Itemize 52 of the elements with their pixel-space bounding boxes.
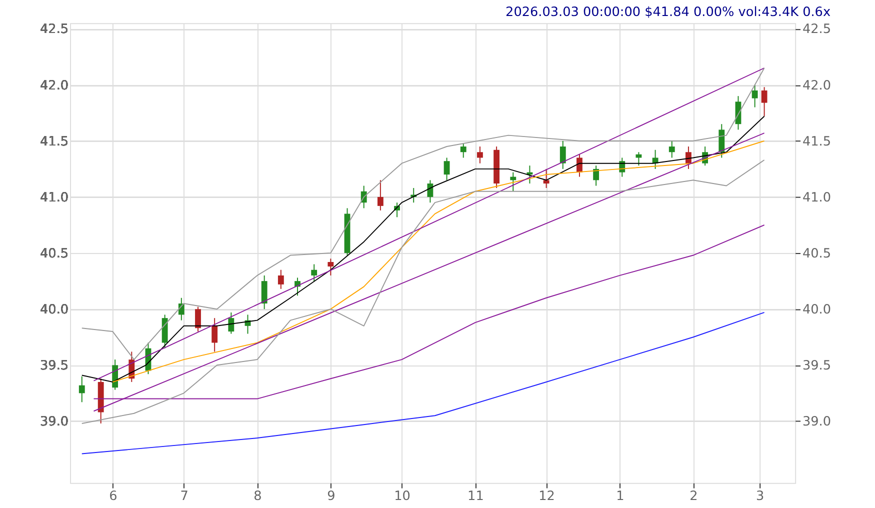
y-tick-label: 40.0 (40, 302, 69, 318)
line-series (81, 312, 765, 454)
x-tick-label: 10 (394, 489, 410, 504)
candlestick (278, 269, 284, 290)
x-tick-label: 7 (180, 489, 188, 504)
candlestick (78, 376, 85, 403)
candlestick (593, 165, 600, 186)
candlestick (718, 124, 725, 158)
candlestick (761, 86, 768, 117)
y-tick-label: 42.5 (40, 22, 69, 38)
candlestick (477, 146, 483, 164)
candlestick (377, 180, 384, 211)
candlestick (444, 157, 450, 181)
candlestick (261, 274, 268, 310)
y-tick-label: 42.0 (40, 78, 69, 94)
candlestick (560, 140, 566, 170)
x-tick-label: 12 (538, 489, 555, 504)
candlestick (652, 149, 658, 170)
chart-title: 2026.03.03 00:00:00 $41.84 0.00% vol:43.4K 0.6x (506, 4, 831, 20)
candlestick (543, 168, 550, 188)
candlestick (510, 172, 516, 192)
candlestick (212, 318, 218, 352)
y2-tick-label: 41.0 (802, 190, 832, 206)
y-tick-label: 41.0 (40, 190, 69, 206)
y2-tick-label: 40.0 (802, 302, 832, 318)
x-tick-label: 3 (756, 489, 764, 504)
y2-tick-label: 39.0 (802, 414, 832, 430)
x-tick-label: 11 (468, 489, 484, 504)
candlestick (328, 258, 334, 276)
y-tick-label: 41.5 (40, 134, 69, 150)
candlestick (228, 312, 234, 334)
candlestick (460, 142, 466, 158)
candlestick (195, 306, 201, 332)
candlestick (686, 146, 692, 170)
y2-tick-label: 40.5 (802, 246, 832, 262)
candlestick (311, 264, 318, 282)
candlestick (668, 140, 675, 158)
candlestick (752, 84, 758, 108)
y2-tick-label: 41.5 (802, 134, 832, 150)
x-tick-label: 6 (109, 489, 118, 504)
y-tick-label: 40.5 (40, 246, 69, 262)
y2-tick-label: 39.5 (802, 358, 832, 374)
x-tick-label: 2 (690, 489, 698, 504)
y2-tick-label: 42.0 (802, 78, 832, 94)
candlestick (427, 180, 434, 204)
y-tick-label: 39.0 (40, 414, 69, 430)
x-tick-label: 8 (254, 489, 262, 504)
x-tick-label: 9 (327, 489, 336, 504)
x-tick-label: 1 (616, 489, 624, 504)
candlestick (112, 359, 118, 390)
y-tick-label: 39.5 (40, 358, 69, 374)
y2-tick-label: 42.5 (802, 22, 832, 38)
